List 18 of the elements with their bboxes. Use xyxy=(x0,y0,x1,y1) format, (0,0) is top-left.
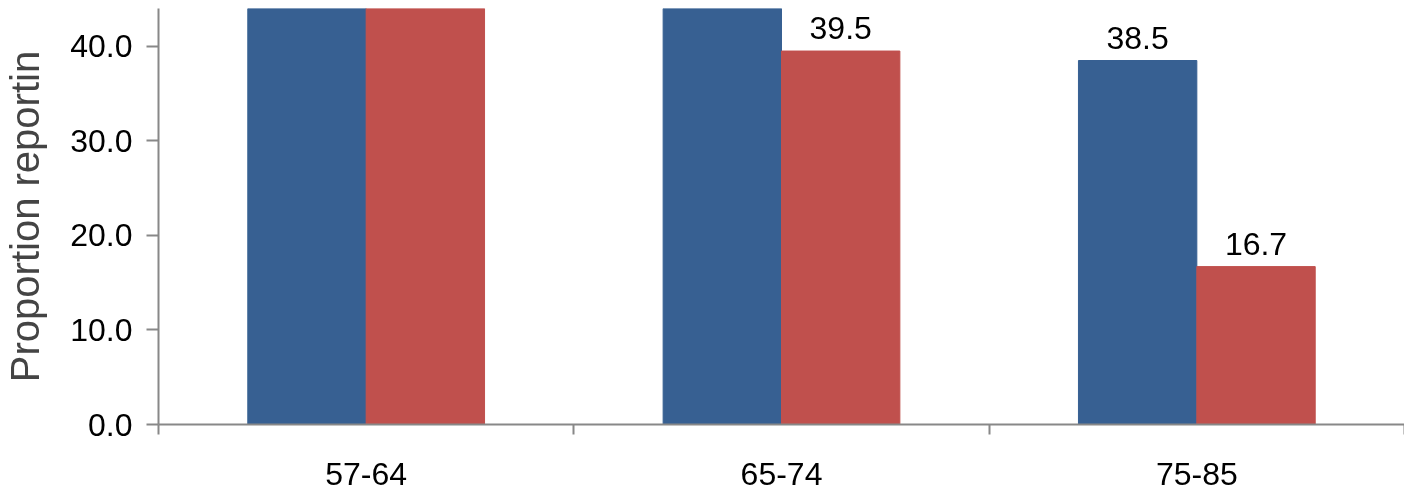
y-tick-label: 0.0 xyxy=(88,406,133,443)
bar xyxy=(1196,266,1316,425)
y-tick-label: 30.0 xyxy=(70,122,133,159)
bar xyxy=(1077,60,1198,425)
data-label: 39.5 xyxy=(809,10,872,47)
bar xyxy=(247,8,367,425)
bar xyxy=(662,8,782,425)
y-axis-title: Proportion reportin xyxy=(3,50,48,383)
data-label: 16.7 xyxy=(1224,225,1288,262)
bar xyxy=(365,8,486,425)
bar xyxy=(781,50,901,425)
data-label: 38.5 xyxy=(1106,19,1169,56)
y-tick-label: 20.0 xyxy=(70,217,133,254)
x-tick-label: 65-74 xyxy=(740,455,823,487)
y-tick-label: 10.0 xyxy=(70,311,133,348)
x-tick-label: 57-64 xyxy=(325,455,408,487)
y-tick-label: 40.0 xyxy=(70,28,133,65)
x-tick-label: 75-85 xyxy=(1155,455,1238,487)
